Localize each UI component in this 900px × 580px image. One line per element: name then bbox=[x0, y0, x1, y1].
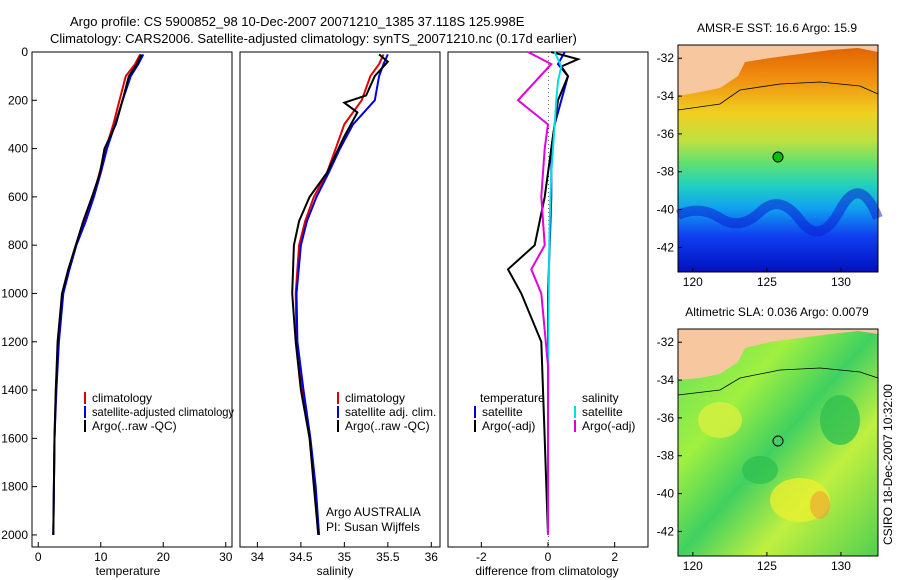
ytick-label-3: 600 bbox=[8, 190, 28, 204]
map-xtick-label-sst-map-1: 125 bbox=[757, 275, 777, 289]
map-ytick-label-sst-map-2: -36 bbox=[657, 127, 675, 141]
salinity-panel: 34 34.5 35 35.5 36 salinity climatology sate… bbox=[239, 51, 441, 578]
xtick-label-salinity-1: 34.5 bbox=[289, 550, 313, 564]
legend-label-satellite-adjusted: satellite-adjusted climatology bbox=[92, 405, 234, 419]
xtick-label-temperature-3: 30 bbox=[219, 550, 233, 564]
sst-map-frame bbox=[677, 44, 879, 273]
ytick-label-5: 1000 bbox=[1, 286, 28, 300]
series-line-salinity-1 bbox=[295, 53, 389, 535]
sla-map-frame bbox=[677, 328, 879, 557]
series-line-difference-0 bbox=[547, 51, 570, 535]
sla-blob-5 bbox=[810, 491, 830, 519]
sla-argo-marker bbox=[772, 435, 784, 447]
map-ytick-label-sla-map-5: -42 bbox=[657, 524, 675, 538]
difference-panel: -2 0 2 difference from climatology tempera… bbox=[447, 51, 649, 578]
series-line-temperature-1 bbox=[52, 53, 145, 535]
csiro-timestamp: CSIRO 18-Dec-2007 10:32:00 bbox=[881, 384, 895, 545]
header-line-1: Argo profile: CS 5900852_98 10-Dec-2007 … bbox=[70, 14, 525, 29]
header-line-2: Climatology: CARS2006. Satellite-adjuste… bbox=[50, 31, 577, 46]
ytick-label-4: 800 bbox=[8, 238, 28, 252]
sla-map-title: Altimetric SLA: 0.036 Argo: 0.0079 bbox=[685, 305, 869, 319]
legend-label-argo-sal: Argo(..raw -QC) bbox=[345, 419, 430, 433]
legend-label-temp-sat: satellite bbox=[482, 405, 523, 419]
xtick-label-salinity-4: 36 bbox=[425, 550, 439, 564]
sla-coastline bbox=[677, 367, 879, 396]
salinity-legend: climatology satellite adj. clim. Argo(..… bbox=[337, 391, 436, 433]
legend-label-sal-argo: Argo(-adj) bbox=[582, 419, 635, 433]
xtick-label-difference-2: 2 bbox=[611, 550, 618, 564]
ytick-label-8: 1600 bbox=[1, 431, 28, 445]
sst-map-title: AMSR-E SST: 16.6 Argo: 15.9 bbox=[697, 21, 857, 35]
ytick-label-2: 400 bbox=[8, 142, 28, 156]
sst-land-mask bbox=[678, 45, 878, 96]
xtick-label-temperature-1: 10 bbox=[94, 550, 108, 564]
xtick-label-temperature-2: 20 bbox=[157, 550, 171, 564]
map-ytick-label-sla-map-4: -40 bbox=[657, 487, 675, 501]
series-line-temperature-0 bbox=[52, 53, 141, 535]
difference-xlabel: difference from climatology bbox=[475, 564, 618, 578]
map-xtick-label-sst-map-2: 130 bbox=[831, 275, 851, 289]
sst-argo-marker bbox=[772, 151, 784, 163]
ytick-label-9: 1800 bbox=[1, 480, 28, 494]
map-ytick-label-sst-map-5: -42 bbox=[657, 240, 675, 254]
sst-front-band bbox=[675, 188, 883, 237]
legend-label-clim-sal: climatology bbox=[345, 391, 405, 405]
map-xtick-label-sst-map-0: 120 bbox=[683, 275, 703, 289]
xtick-label-salinity-3: 35.5 bbox=[376, 550, 400, 564]
map-ytick-label-sst-map-1: -34 bbox=[657, 89, 675, 103]
legend-label-argo: Argo(..raw -QC) bbox=[92, 419, 177, 433]
map-xtick-label-sla-map-1: 125 bbox=[757, 559, 777, 573]
sst-map-panel: AMSR-E SST: 16.6 Argo: 15.9 -32 -34 -36 -38… bbox=[657, 21, 883, 289]
map-xtick-label-sla-map-2: 130 bbox=[831, 559, 851, 573]
legend-heading-temperature: temperature bbox=[480, 391, 545, 405]
legend-label-climatology: climatology bbox=[92, 391, 152, 405]
series-line-difference-1 bbox=[506, 51, 582, 535]
sst-coastline bbox=[677, 81, 879, 111]
xtick-label-salinity-2: 35 bbox=[338, 550, 352, 564]
legend-heading-salinity: salinity bbox=[582, 391, 619, 405]
argo-country-annotation: Argo AUSTRALIA bbox=[326, 505, 421, 519]
temperature-plot-frame bbox=[31, 51, 233, 548]
ytick-label-6: 1200 bbox=[1, 335, 28, 349]
map-xtick-label-sla-map-0: 120 bbox=[683, 559, 703, 573]
salinity-plot-frame bbox=[239, 51, 441, 548]
sla-blob-3 bbox=[820, 395, 860, 445]
sla-blob-4 bbox=[742, 456, 778, 484]
map-ytick-label-sst-map-0: -32 bbox=[657, 51, 675, 65]
map-ytick-label-sla-map-3: -38 bbox=[657, 449, 675, 463]
sla-blob-1 bbox=[698, 402, 742, 438]
series-line-difference-3 bbox=[516, 51, 553, 535]
map-ytick-label-sla-map-1: -34 bbox=[657, 373, 675, 387]
ytick-label-7: 1400 bbox=[1, 383, 28, 397]
legend-label-sal-sat: satellite bbox=[582, 405, 623, 419]
ytick-label-0: 0 bbox=[21, 45, 28, 59]
series-line-difference-2 bbox=[547, 51, 563, 535]
legend-label-temp-argo: Argo(-adj) bbox=[482, 419, 535, 433]
difference-legend: temperature satellite Argo(-adj) salinit… bbox=[474, 391, 635, 433]
map-ytick-label-sst-map-3: -38 bbox=[657, 165, 675, 179]
ytick-label-1: 200 bbox=[8, 93, 28, 107]
series-line-temperature-2 bbox=[52, 53, 143, 535]
legend-label-sat-sal: satellite adj. clim. bbox=[345, 405, 436, 419]
map-ytick-label-sst-map-4: -40 bbox=[657, 203, 675, 217]
temperature-xlabel: temperature bbox=[96, 564, 161, 578]
temperature-legend: climatology satellite-adjusted climatolo… bbox=[84, 391, 234, 433]
series-line-salinity-0 bbox=[294, 53, 385, 535]
sla-land-mask bbox=[678, 329, 878, 380]
xtick-label-temperature-0: 0 bbox=[35, 550, 42, 564]
salinity-xlabel: salinity bbox=[317, 564, 354, 578]
temperature-panel: 0 200 400 600 800 1000 1200 1400 1600 1800 2000 0 1… bbox=[1, 45, 234, 578]
xtick-label-difference-0: -2 bbox=[476, 550, 487, 564]
series-line-salinity-2 bbox=[291, 53, 390, 535]
xtick-label-difference-1: 0 bbox=[545, 550, 552, 564]
map-ytick-label-sla-map-0: -32 bbox=[657, 335, 675, 349]
sla-map-panel: Altimetric SLA: 0.036 Argo: 0.0079 -32 -3… bbox=[657, 305, 879, 573]
xtick-label-salinity-0: 34 bbox=[251, 550, 265, 564]
map-ytick-label-sla-map-2: -36 bbox=[657, 411, 675, 425]
ytick-label-10: 2000 bbox=[1, 528, 28, 542]
argo-pi-annotation: PI: Susan Wijffels bbox=[326, 520, 420, 534]
